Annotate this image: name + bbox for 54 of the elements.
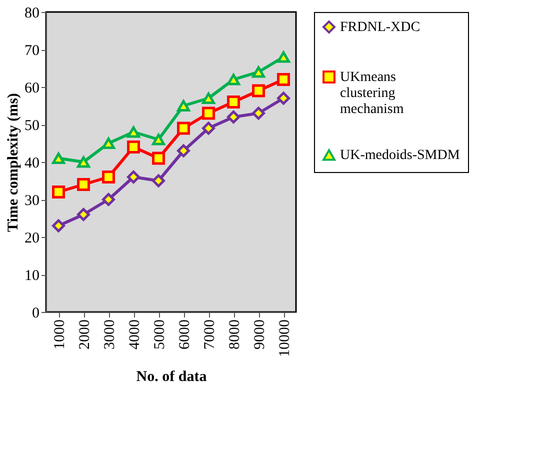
point: [152, 152, 165, 165]
y-tick-label: 0: [32, 306, 40, 322]
x-axis-title: No. of data: [136, 369, 208, 385]
point: [277, 92, 290, 105]
point: [202, 122, 215, 135]
point: [227, 110, 240, 124]
x-tick-label: 5000: [152, 320, 168, 350]
y-axis-title: Time complexity (ms): [6, 93, 22, 232]
point: [52, 219, 65, 232]
point: [252, 66, 265, 78]
x-tick-label: 9000: [252, 320, 268, 350]
point: [277, 51, 290, 63]
x-tick-label: 4000: [127, 320, 143, 350]
point: [102, 170, 115, 184]
point: [127, 140, 140, 154]
point: [52, 152, 65, 164]
y-tick-label: 30: [24, 193, 40, 209]
point: [177, 122, 190, 135]
y-tick-label: 10: [24, 268, 40, 284]
x-tick-label: 1000: [52, 320, 68, 350]
y-tick-label: 40: [24, 156, 40, 172]
point: [227, 74, 240, 86]
y-tick-label: 60: [24, 80, 40, 96]
x-tick-label: 10000: [277, 320, 293, 357]
point: [152, 174, 165, 188]
point: [152, 134, 165, 146]
point: [102, 137, 115, 150]
point: [252, 84, 265, 98]
x-tick-label: 2000: [77, 320, 93, 350]
legend-label: UK-medoids-SMDM: [340, 148, 460, 163]
point: [127, 126, 140, 138]
point: [177, 144, 190, 158]
y-tick-label: 80: [24, 6, 40, 22]
legend-label: FRDNL-XDC: [340, 20, 420, 35]
x-tick-label: 7000: [202, 320, 218, 350]
point: [77, 208, 90, 221]
point: [77, 156, 90, 168]
point: [177, 100, 190, 112]
point: [102, 193, 115, 206]
y-tick-label: 20: [24, 230, 40, 246]
point: [202, 92, 215, 104]
x-tick-label: 3000: [102, 320, 118, 350]
point: [52, 186, 65, 198]
y-tick-label: 50: [24, 118, 40, 134]
point: [77, 178, 90, 191]
point: [252, 106, 265, 120]
y-tick-label: 70: [24, 43, 40, 59]
point: [277, 73, 290, 86]
point: [127, 170, 140, 184]
x-tick-label: 8000: [227, 320, 243, 350]
x-tick-label: 6000: [177, 320, 193, 350]
legend-label: UKmeans clustering mechanism: [340, 70, 404, 117]
point: [202, 106, 215, 120]
point: [227, 96, 240, 108]
